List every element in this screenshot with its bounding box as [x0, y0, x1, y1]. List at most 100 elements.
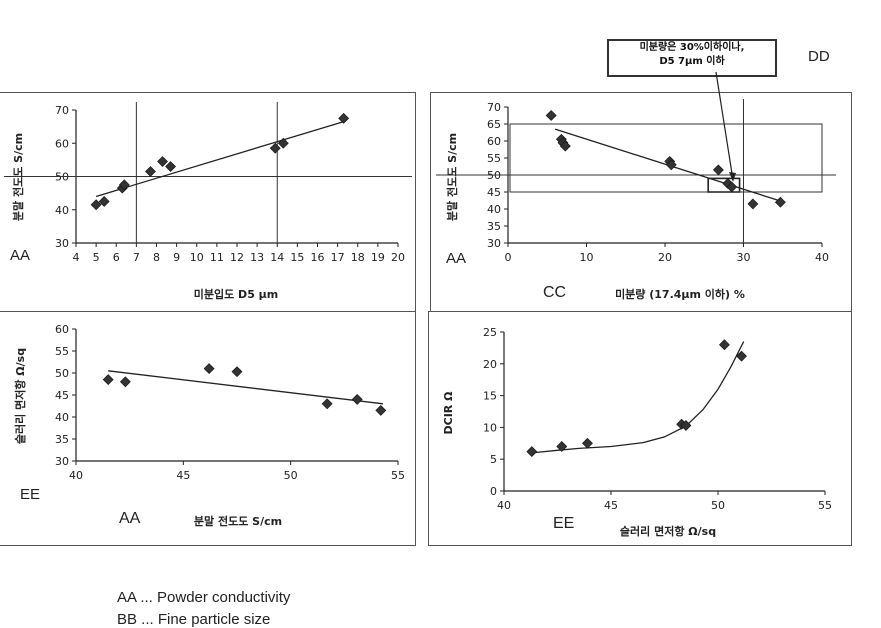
conductivity-resistance-chart: 40 45 50 55 30 35 40 45 50 55 60 분말 전도도 S/cm 슬러리 면저항… — [13, 323, 405, 528]
data-point — [545, 110, 557, 121]
d5-conductivity-chart: 4 5 6 7 8 9 10 11 12 13 14 15 16 17 18 19 203040506070미분… — [4, 102, 412, 301]
data-point — [338, 112, 350, 124]
y-tick-label: 70 — [55, 104, 69, 117]
x-tick-label: 45 — [604, 499, 618, 512]
trendline — [95, 121, 344, 198]
y-tick-label: 20 — [483, 358, 497, 371]
x-tick-label: 20 — [658, 251, 672, 264]
x-tick-label: 17 — [331, 251, 345, 264]
data-point — [277, 137, 289, 149]
y-tick-label: 30 — [55, 455, 69, 468]
y-tick-label: 35 — [55, 433, 69, 446]
y-tick-label: 25 — [483, 326, 497, 339]
x-tick-label: 10 — [580, 251, 594, 264]
y-tick-label: 50 — [55, 367, 69, 380]
x-tick-label: 13 — [250, 251, 264, 264]
y-axis-title: DCIR Ω — [442, 391, 455, 435]
x-tick-label: 19 — [371, 251, 385, 264]
code-label-callout: DD — [808, 48, 830, 65]
y-tick-label: 5 — [490, 453, 497, 466]
x-tick-label: 45 — [176, 469, 190, 482]
code-label-bl: EE — [20, 486, 41, 503]
y-tick-label: 65 — [487, 118, 501, 131]
x-tick-label: 4 — [73, 251, 80, 264]
resistance-dcir-chart: 40 45 50 55 0 5 10 15 20 25 슬러리 면저항 Ω/sq DCIR Ω — [442, 326, 832, 538]
x-tick-label: 40 — [815, 251, 829, 264]
data-point — [526, 446, 538, 457]
x-tick-label: 9 — [173, 251, 180, 264]
code-label-br: EE — [553, 515, 575, 532]
code-label-bl-xaxis: AA — [119, 510, 141, 527]
legend-line-2: BB ... Fine particle size — [117, 611, 271, 628]
x-tick-label: 6 — [113, 251, 120, 264]
callout-pointer — [715, 71, 736, 182]
x-tick-label: 55 — [818, 499, 832, 512]
x-axis-title: 미분량 (17.4μm 이하) % — [615, 287, 745, 301]
y-tick-label: 60 — [55, 137, 69, 150]
data-point — [375, 404, 387, 416]
y-tick-label: 30 — [55, 237, 69, 250]
data-point — [231, 366, 243, 378]
x-tick-label: 8 — [153, 251, 160, 264]
data-point — [118, 179, 130, 191]
trendline — [108, 370, 384, 405]
panel-resistance-chart — [0, 311, 416, 546]
data-point — [145, 166, 156, 177]
y-tick-label: 30 — [487, 237, 501, 250]
x-tick-label: 5 — [93, 251, 100, 264]
data-point — [98, 196, 110, 207]
y-tick-label: 60 — [55, 323, 69, 336]
y-tick-label: 40 — [55, 411, 69, 424]
x-axis-title: 슬러리 면저항 Ω/sq — [620, 524, 716, 538]
x-tick-label: 15 — [290, 251, 304, 264]
y-tick-label: 45 — [55, 389, 69, 402]
data-point — [157, 156, 168, 167]
x-tick-label: 11 — [210, 251, 224, 264]
x-tick-label: 18 — [351, 251, 365, 264]
code-label-tl: AA — [10, 247, 31, 264]
data-point — [712, 164, 724, 176]
data-point — [351, 393, 363, 405]
code-label-tr-xaxis: CC — [543, 284, 567, 301]
x-tick-label: 50 — [284, 469, 298, 482]
x-tick-label: 30 — [737, 251, 751, 264]
data-point — [165, 161, 177, 172]
data-point — [736, 350, 747, 362]
callout-line-2: D5 7μm 이하 — [659, 56, 725, 67]
y-tick-label: 40 — [487, 203, 501, 216]
x-tick-label: 0 — [505, 251, 512, 264]
x-axis-title: 미분입도 D5 μm — [194, 287, 278, 301]
x-tick-label: 10 — [190, 251, 204, 264]
y-tick-label: 60 — [487, 135, 501, 148]
data-point — [102, 374, 114, 386]
data-point — [321, 398, 333, 410]
x-axis-title: 분말 전도도 S/cm — [194, 514, 282, 528]
data-point — [774, 196, 786, 208]
y-tick-label: 15 — [483, 390, 497, 403]
y-tick-label: 45 — [487, 186, 501, 199]
callout-box: 미분량은 30%이하이나, D5 7μm 이하 — [607, 39, 777, 77]
y-axis-title: 분말 전도도 S/cm — [445, 133, 459, 221]
x-tick-label: 50 — [711, 499, 725, 512]
data-point — [90, 199, 102, 211]
x-tick-label: 20 — [391, 251, 405, 264]
data-point — [559, 140, 571, 152]
data-point — [203, 363, 215, 375]
y-tick-label: 0 — [490, 485, 497, 498]
data-point — [582, 437, 593, 449]
y-tick-label: 35 — [487, 220, 501, 233]
data-point — [556, 441, 568, 452]
code-label-tr: AA — [446, 250, 467, 267]
data-point — [680, 420, 692, 431]
y-tick-label: 40 — [55, 204, 69, 217]
y-tick-label: 70 — [487, 101, 501, 114]
x-tick-label: 7 — [133, 251, 140, 264]
data-point — [718, 339, 730, 351]
x-tick-label: 40 — [69, 469, 83, 482]
x-tick-label: 40 — [497, 499, 511, 512]
x-tick-label: 16 — [311, 251, 325, 264]
y-tick-label: 55 — [55, 345, 69, 358]
legend-line-1: AA ... Powder conductivity — [117, 589, 291, 606]
x-tick-label: 14 — [270, 251, 284, 264]
